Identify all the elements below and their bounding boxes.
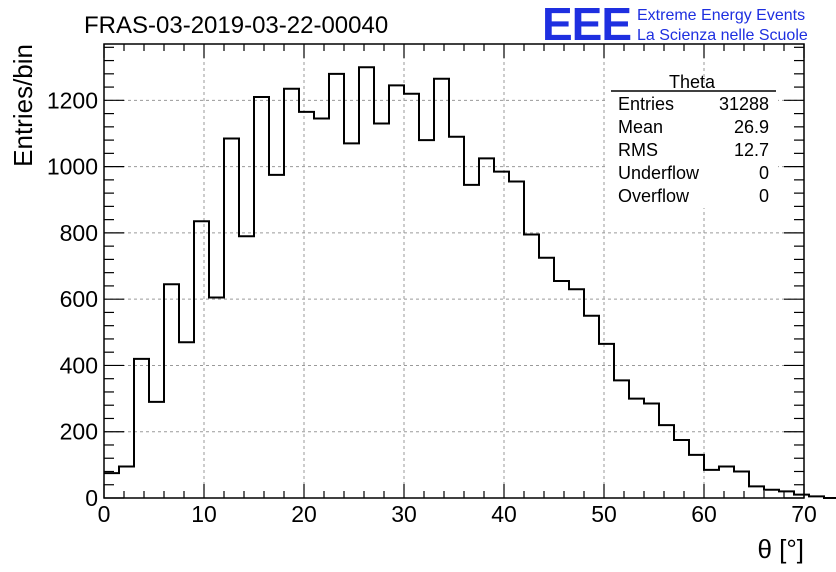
histogram-bin — [674, 440, 689, 498]
x-tick-label: 60 — [691, 501, 717, 527]
histogram-bin — [179, 342, 194, 498]
y-tick-label: 1000 — [47, 154, 98, 180]
x-tick-label: 30 — [391, 501, 417, 527]
y-tick-label: 800 — [60, 220, 98, 246]
histogram-bin — [479, 158, 494, 498]
histogram-bin — [299, 112, 314, 498]
histogram-bin — [359, 67, 374, 498]
y-tick-labels: 0 200 400 600 800 1000 1200 — [47, 87, 98, 511]
y-tick-label: 200 — [60, 419, 98, 445]
grid-lines — [104, 44, 804, 498]
x-tick-label: 40 — [491, 501, 517, 527]
histogram-bin — [239, 236, 254, 498]
histogram-bin — [149, 402, 164, 498]
chart-title: FRAS-03-2019-03-22-00040 — [84, 12, 388, 39]
histogram-bin — [614, 380, 629, 498]
stats-label: Underflow — [618, 163, 700, 183]
logo-line2: La Scienza nelle Scuole — [637, 27, 808, 44]
histogram-bin — [569, 289, 584, 498]
x-tick-label: 0 — [98, 501, 111, 527]
stats-value: 12.7 — [734, 140, 769, 160]
stats-label: Overflow — [618, 186, 690, 206]
stats-value: 0 — [759, 186, 769, 206]
histogram-bin — [329, 74, 344, 498]
histogram-bin — [689, 455, 704, 498]
y-tick-label: 1200 — [47, 87, 98, 113]
x-tick-label: 70 — [791, 501, 817, 527]
histogram-bin — [224, 138, 239, 498]
histogram-bin — [464, 185, 479, 498]
stats-label: RMS — [618, 140, 658, 160]
histogram-bin — [599, 344, 614, 498]
histogram-bin — [389, 85, 404, 498]
y-tick-label: 400 — [60, 352, 98, 378]
histogram-bin — [269, 175, 284, 498]
histogram-bin — [629, 399, 644, 498]
histogram-bin — [344, 143, 359, 498]
histogram-bin — [764, 490, 779, 498]
histogram-bin — [254, 97, 269, 498]
histogram-bin — [164, 284, 179, 498]
x-tick-label: 20 — [291, 501, 317, 527]
stats-box-background — [607, 87, 778, 208]
y-tick-label: 600 — [60, 286, 98, 312]
histogram-bin — [404, 94, 419, 498]
histogram-bin — [284, 89, 299, 498]
histogram-bin — [524, 235, 539, 498]
stats-rows: Entries 31288 Mean 26.9 RMS 12.7 Underflow 0 Ove… — [618, 94, 769, 206]
axis-ticks — [103, 44, 805, 499]
histogram-bin — [509, 182, 524, 498]
x-axis-label: θ [°] — [757, 534, 804, 564]
histogram-bin — [644, 404, 659, 498]
histogram-outline — [104, 66, 836, 499]
histogram-bin — [584, 316, 599, 498]
y-tick-label: 0 — [85, 485, 98, 511]
histogram-bin — [104, 473, 119, 498]
stats-value: 31288 — [719, 94, 769, 114]
plot-frame — [103, 43, 805, 499]
stats-value: 0 — [759, 163, 769, 183]
histogram-bin — [434, 79, 449, 498]
histogram-bin — [209, 298, 224, 498]
histogram-bin — [749, 486, 764, 498]
stats-box: Theta Entries 31288 Mean 26.9 RMS 12.7 Underfl… — [607, 72, 778, 208]
logo-line1: Extreme Energy Events — [637, 7, 805, 24]
histogram-bin — [734, 471, 749, 498]
histogram-bin — [539, 258, 554, 498]
stats-label: Entries — [618, 94, 674, 114]
x-tick-labels: 0 10 20 30 40 50 60 70 — [98, 501, 817, 527]
histogram-bin — [419, 140, 434, 498]
stats-title: Theta — [669, 72, 716, 92]
x-tick-label: 50 — [591, 501, 617, 527]
x-tick-label: 10 — [191, 501, 217, 527]
histogram-bin — [494, 172, 509, 498]
histogram-bin — [314, 119, 329, 498]
histogram-bin — [719, 467, 734, 498]
histogram-bin — [449, 137, 464, 498]
histogram-bin — [194, 221, 209, 498]
histogram-bin — [659, 425, 674, 498]
stats-label: Mean — [618, 117, 663, 137]
histogram-bin — [134, 359, 149, 498]
histogram-bin — [119, 467, 134, 498]
histogram-bin — [554, 281, 569, 498]
y-axis-label: Entries/bin — [8, 44, 38, 167]
logo-mark: EEE — [542, 0, 631, 50]
histogram-bin — [374, 124, 389, 498]
stats-value: 26.9 — [734, 117, 769, 137]
histogram-bin — [704, 470, 719, 498]
eee-logo: EEE Extreme Energy Events La Scienza nel… — [542, 0, 808, 50]
